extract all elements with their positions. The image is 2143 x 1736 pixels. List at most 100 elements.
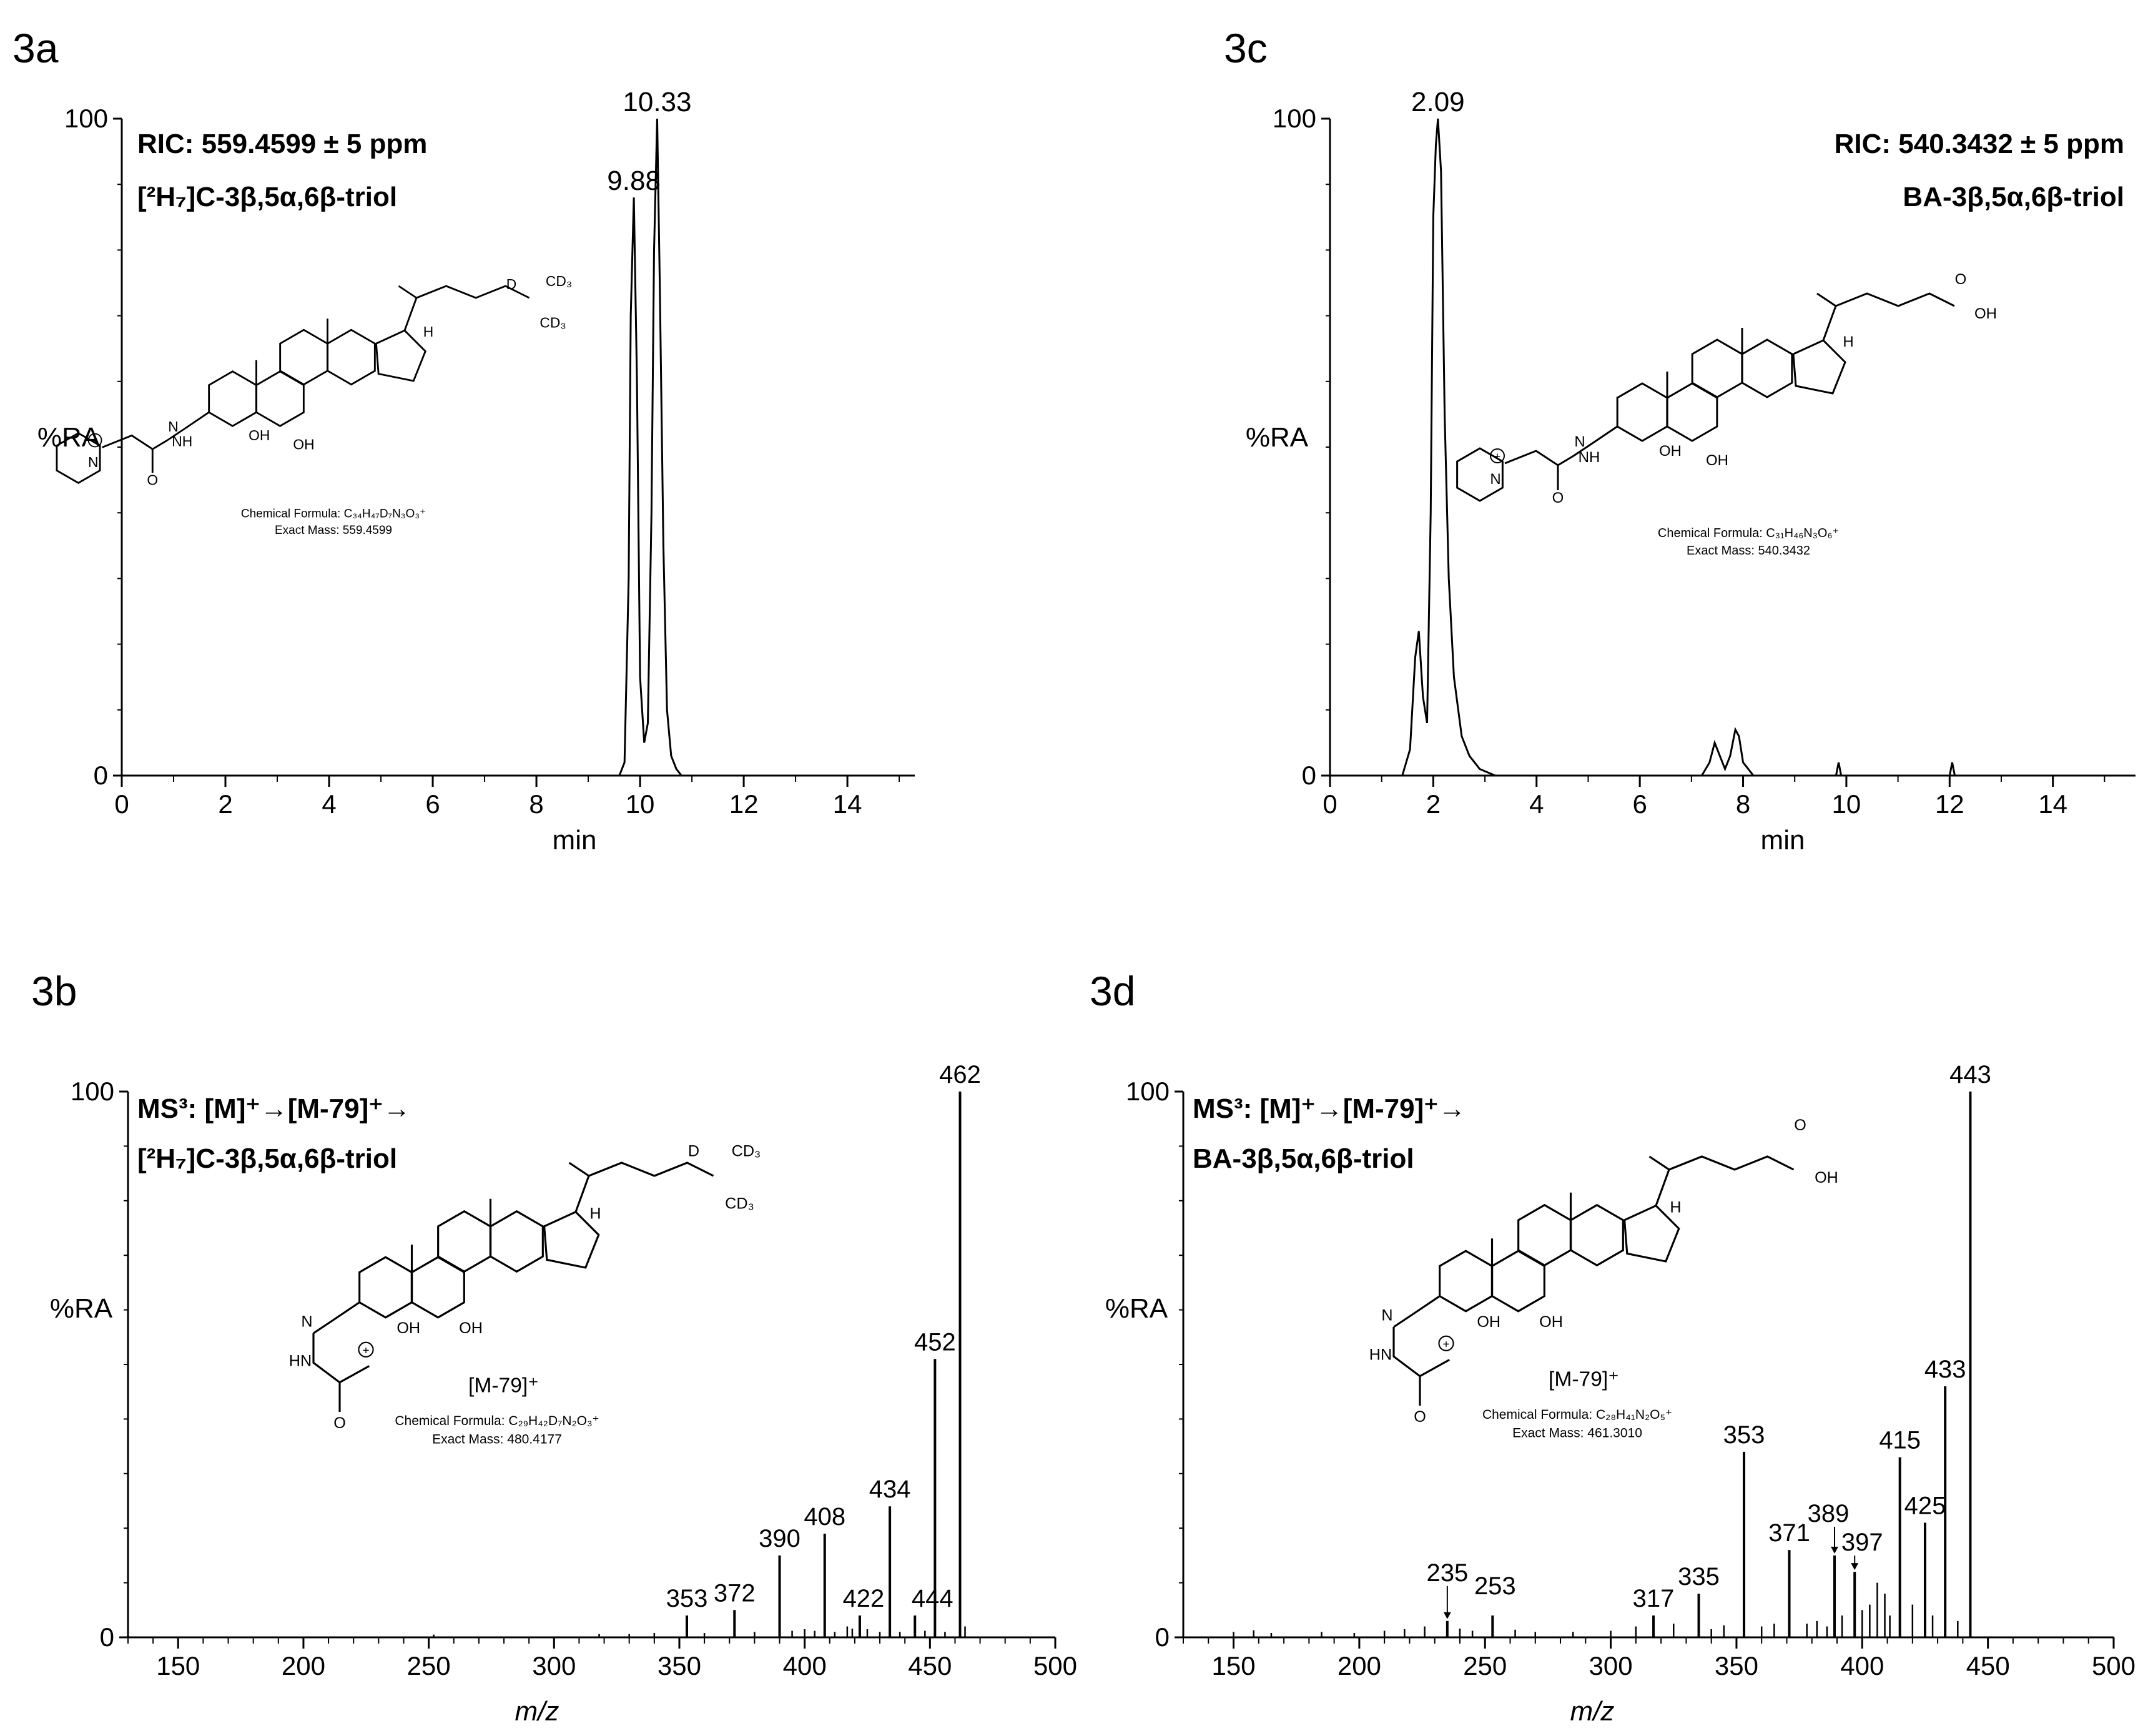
atom-label: O — [333, 1414, 346, 1432]
atom-label: H — [1670, 1198, 1681, 1216]
atom-label: CD₃ — [725, 1195, 754, 1213]
steroid-ring — [490, 1210, 544, 1273]
exact-mass-text: Exact Mass: 559.4599 — [275, 524, 392, 537]
ion-label: [M-79]⁺ — [1549, 1368, 1619, 1391]
peak-label: 371 — [1768, 1519, 1810, 1547]
chart-title-line: RIC: 559.4599 ± 5 ppm — [137, 129, 427, 159]
x-tick-label: 8 — [1736, 789, 1750, 819]
x-tick-label: 500 — [1033, 1651, 1077, 1680]
hydrazone-bond — [1592, 425, 1618, 445]
hydrazone-bond — [1573, 442, 1593, 457]
y-tick-label: 100 — [1273, 104, 1316, 133]
side-chain — [1822, 292, 1955, 341]
atom-label: N — [168, 418, 178, 435]
atom-label: HN — [1369, 1346, 1392, 1364]
panel-label: 3c — [1224, 25, 1268, 71]
atom-label: N — [88, 454, 98, 470]
hydrazone-bond — [313, 1319, 334, 1334]
chart-panel-3b: 3b 150 200 250 300 350 400 450 500 0 100 m/z %RA MS³:… — [31, 968, 1077, 1727]
atom-label: OH — [249, 427, 270, 443]
side-chain — [574, 1161, 714, 1213]
x-tick-label: 8 — [529, 789, 543, 819]
linker-bond — [312, 1333, 341, 1412]
charge-plus-icon — [87, 433, 102, 448]
atom-label: H — [423, 323, 433, 340]
x-tick-label: 150 — [1212, 1651, 1256, 1680]
chart-title-line: [²H₇]C-3β,5α,6β-triol — [137, 1143, 397, 1174]
charge-plus-icon — [1490, 448, 1505, 463]
atom-label: N — [1381, 1307, 1392, 1324]
x-axis-label: m/z — [1570, 1696, 1615, 1727]
chart-title-line: MS³: [M]⁺→[M-79]⁺→ — [1193, 1093, 1466, 1124]
x-tick-label: 14 — [833, 789, 862, 819]
peak-label: 10.33 — [623, 87, 691, 117]
arrow-down-icon — [1443, 1612, 1451, 1619]
exact-mass-text: Exact Mass: 480.4177 — [432, 1432, 562, 1446]
hydrazone-bond — [167, 427, 186, 441]
x-tick-label: 10 — [626, 789, 655, 819]
y-axis-label: %RA — [1105, 1293, 1168, 1324]
side-chain — [403, 285, 530, 331]
methyl-bond — [568, 1161, 589, 1177]
peak-label: 397 — [1841, 1529, 1883, 1556]
charge-plus-icon: + — [362, 1344, 369, 1358]
atom-label: CD₃ — [546, 273, 572, 289]
steroid-ring — [1439, 1250, 1493, 1313]
chart-title-line: MS³: [M]⁺→[M-79]⁺→ — [137, 1093, 411, 1124]
y-axis-label: %RA — [50, 1293, 113, 1324]
peak-label: 434 — [869, 1476, 911, 1503]
pyridinium-ring — [1456, 447, 1504, 502]
peak-label: 317 — [1633, 1585, 1675, 1612]
panel-label: 3b — [31, 968, 77, 1014]
chart-title-line: BA-3β,5α,6β-triol — [1193, 1143, 1414, 1174]
atom-label: OH — [1815, 1169, 1838, 1186]
atom-label: OH — [397, 1319, 420, 1337]
x-tick-label: 12 — [1935, 789, 1964, 819]
formula-text: Chemical Formula: C₂₈H₄₁N₂O₅⁺ — [1482, 1408, 1672, 1422]
atom-label: HN — [289, 1353, 312, 1370]
peak-label: 433 — [1924, 1356, 1966, 1383]
exact-mass-text: Exact Mass: 540.3432 — [1687, 544, 1810, 558]
peak-label: 444 — [912, 1585, 953, 1612]
peak-label: 390 — [759, 1525, 801, 1552]
atom-label: N — [1574, 433, 1585, 450]
peak-label: 335 — [1678, 1563, 1720, 1591]
x-tick-label: 250 — [1463, 1651, 1507, 1680]
chart-panel-3d: 3d 150 200 250 300 350 400 450 500 0 100 m/z %RA MS³:… — [1090, 968, 2136, 1727]
series-line — [1330, 118, 2136, 777]
x-tick-label: 300 — [532, 1651, 576, 1680]
x-tick-label: 450 — [1966, 1651, 2010, 1680]
methyl-bond — [1648, 1155, 1670, 1171]
peak-label: 389 — [1808, 1500, 1850, 1527]
charge-plus-icon: + — [92, 435, 98, 447]
atom-label: N — [1490, 471, 1500, 488]
chart-title-line: [²H₇]C-3β,5α,6β-triol — [137, 182, 397, 212]
x-tick-label: 2 — [218, 789, 232, 819]
x-tick-label: 12 — [729, 789, 759, 819]
x-tick-label: 2 — [1426, 789, 1441, 819]
atom-label: O — [147, 471, 158, 488]
x-tick-label: 6 — [1632, 789, 1647, 819]
steroid-ring-d — [543, 1210, 600, 1269]
x-tick-label: 4 — [322, 789, 336, 819]
y-tick-label: 100 — [71, 1077, 114, 1106]
panel-label: 3a — [12, 25, 59, 71]
hydrazone-bond — [1412, 1295, 1441, 1315]
x-axis-label: min — [1761, 825, 1805, 856]
x-tick-label: 350 — [1715, 1651, 1758, 1680]
ion-label: [M-79]⁺ — [468, 1374, 539, 1398]
atom-label: OH — [1659, 443, 1682, 460]
peak-label: 443 — [1949, 1061, 1991, 1088]
linker-bond — [1392, 1326, 1421, 1406]
x-tick-label: 450 — [908, 1651, 952, 1680]
x-tick-label: 350 — [658, 1651, 701, 1680]
atom-label: D — [688, 1143, 699, 1160]
atom-label: OH — [1477, 1313, 1500, 1331]
x-tick-label: 6 — [425, 789, 440, 819]
